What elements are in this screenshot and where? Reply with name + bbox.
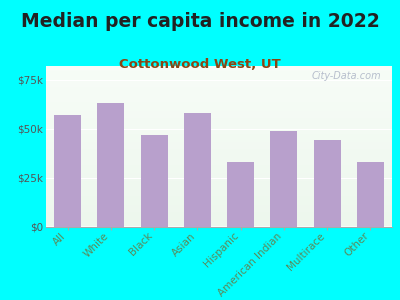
Bar xyxy=(98,103,124,226)
Bar xyxy=(227,162,254,226)
Bar xyxy=(184,113,211,226)
Text: Median per capita income in 2022: Median per capita income in 2022 xyxy=(21,12,379,31)
Bar xyxy=(314,140,340,226)
Text: City-Data.com: City-Data.com xyxy=(312,71,382,81)
Text: Cottonwood West, UT: Cottonwood West, UT xyxy=(119,58,281,71)
Bar xyxy=(270,130,297,226)
Bar xyxy=(141,134,168,226)
Bar xyxy=(357,162,384,226)
Bar xyxy=(54,115,81,226)
